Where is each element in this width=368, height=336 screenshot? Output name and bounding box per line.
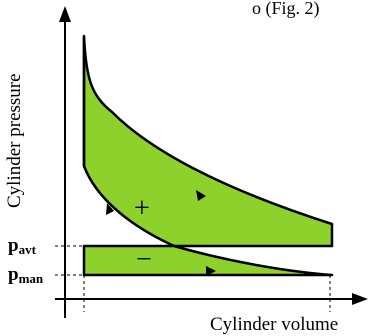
p-avt-label: pavt [8,235,37,257]
p-man-main: p [8,264,19,285]
flow-arrows [106,190,216,276]
p-man-label: pman [8,264,44,286]
positive-work-loop [82,34,334,248]
arrow-intake-icon [206,266,216,276]
y-axis-label: Cylinder pressure [4,73,25,208]
arrow-expansion-icon [196,190,206,201]
x-axis-arrow-icon [352,293,368,305]
negative-work-loop [82,244,334,277]
caption-fragment: o (Fig. 2) [252,0,320,19]
p-man-sub: man [19,271,44,286]
p-avt-main: p [8,235,19,256]
y-axis-arrow-icon [59,6,71,22]
negative-work-sign: − [136,244,152,275]
p-avt-sub: avt [19,242,37,257]
positive-work-sign: + [134,193,150,224]
x-axis-label: Cylinder volume [210,314,338,335]
arrow-compression-icon [106,203,114,215]
guide-lines [55,245,331,312]
axes [55,14,360,318]
